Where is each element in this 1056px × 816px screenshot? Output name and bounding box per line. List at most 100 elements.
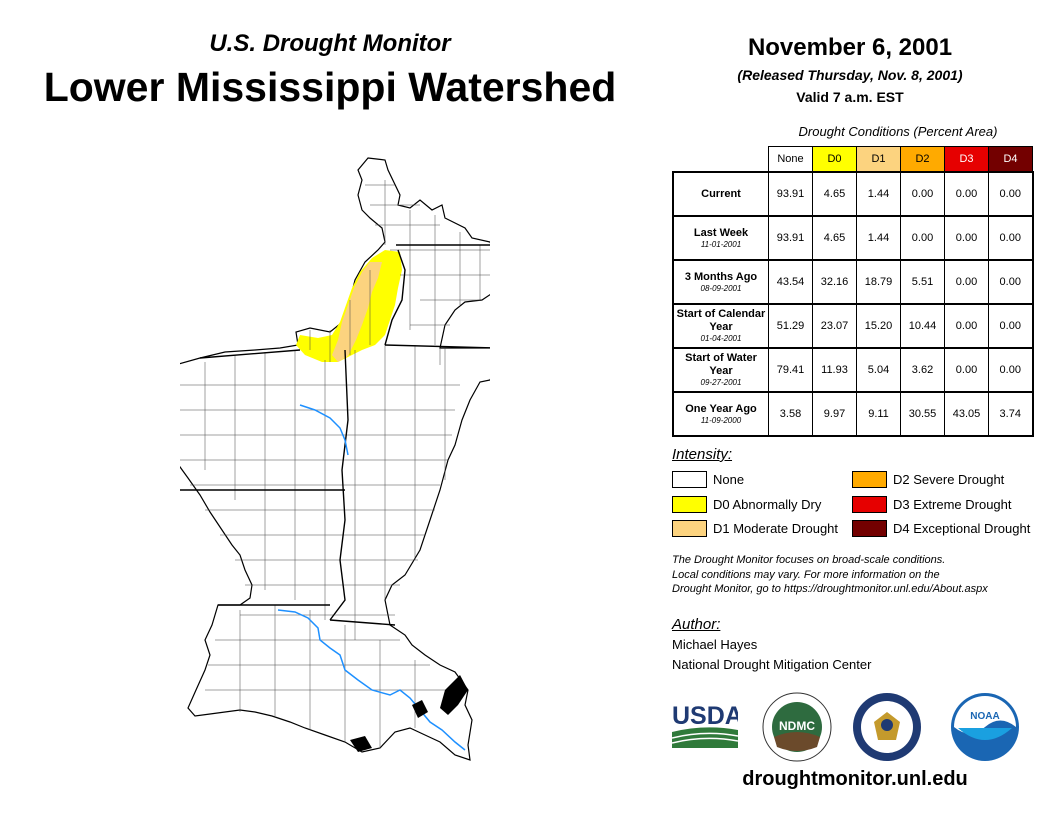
- map-title: Lower Mississippi Watershed: [43, 64, 617, 110]
- table-cell: 0.00: [944, 347, 989, 393]
- table-cell: 4.65: [812, 215, 857, 261]
- table-cell: 5.51: [900, 259, 945, 305]
- d1-area: [332, 262, 382, 362]
- table-cell: 3.74: [988, 391, 1033, 437]
- legend-label: D4 Exceptional Drought: [893, 521, 1031, 536]
- table-cell: 0.00: [944, 259, 989, 305]
- legend-label: None: [713, 472, 745, 487]
- table-cell: 1.44: [856, 171, 901, 217]
- noaa-logo: NOAA: [951, 693, 1019, 761]
- legend-item-d2: D2 Severe Drought: [852, 471, 1004, 488]
- row-label: Current: [672, 171, 769, 217]
- table-cell: 43.05: [944, 391, 989, 437]
- row-date: 11-01-2001: [700, 239, 742, 249]
- rivers: [277, 404, 466, 751]
- state-boundaries: [180, 244, 490, 626]
- ndmc-logo: NDMC: [762, 692, 832, 762]
- drought-conditions-table: None D0 D1 D2 D3 D4 Current 93.91 4.65 1.44…: [672, 146, 1034, 437]
- table-row: Start of Calendar Year 01-04-2001 51.29 23.…: [672, 303, 1033, 349]
- table-cell: 79.41: [768, 347, 813, 393]
- legend-swatch: [852, 496, 887, 513]
- table-row: One Year Ago 11-09-2000 3.58 9.97 9.11 30.55 4…: [672, 391, 1033, 437]
- map-subtitle: U.S. Drought Monitor: [209, 30, 451, 57]
- author-org: National Drought Mitigation Center: [672, 657, 872, 672]
- col-d2: D2: [900, 146, 945, 173]
- row-date: 09-27-2001: [700, 378, 742, 387]
- table-cell: 0.00: [988, 215, 1033, 261]
- legend-item-none: None: [672, 471, 744, 488]
- table-cell: 4.65: [812, 171, 857, 217]
- legend-swatch: [672, 520, 707, 537]
- note-line: Drought Monitor, go to https://droughtmo…: [672, 583, 988, 595]
- usda-logo-text: USDA: [672, 702, 738, 730]
- watershed-map: [180, 157, 490, 761]
- row-label-text: Start of Water Year: [685, 352, 757, 377]
- table-cell: 43.54: [768, 259, 813, 305]
- legend-swatch: [852, 471, 887, 488]
- row-label: Start of Calendar Year 01-04-2001: [672, 303, 769, 349]
- table-cell: 9.97: [812, 391, 857, 437]
- legend-swatch: [672, 471, 707, 488]
- legend-item-d4: D4 Exceptional Drought: [852, 520, 1030, 537]
- legend-label: D1 Moderate Drought: [713, 521, 839, 536]
- table-row: 3 Months Ago 08-09-2001 43.54 32.16 18.79 5.5…: [672, 259, 1033, 305]
- usda-logo: USDA: [672, 702, 738, 748]
- table-cell: 32.16: [812, 259, 857, 305]
- table-row: Start of Water Year 09-27-2001 79.41 11.93 5…: [672, 347, 1033, 393]
- table-cell: 10.44: [900, 303, 945, 349]
- disclaimer-note: The Drought Monitor focuses on broad-sca…: [672, 553, 1052, 597]
- row-label-text: Current: [701, 187, 741, 200]
- table-cell: 0.00: [988, 303, 1033, 349]
- table-cell: 15.20: [856, 303, 901, 349]
- col-none: None: [768, 146, 813, 173]
- table-cell: 0.00: [944, 215, 989, 261]
- website-link[interactable]: droughtmonitor.unl.edu: [742, 768, 968, 790]
- table-row: Last Week 11-01-2001 93.91 4.65 1.44 0.00 0.00…: [672, 215, 1033, 261]
- row-date: 08-09-2001: [700, 283, 742, 293]
- valid-time: Valid 7 a.m. EST: [796, 89, 904, 105]
- author-label: Author:: [672, 616, 721, 633]
- row-label-text: One Year Ago: [685, 402, 757, 415]
- table-cell: 0.00: [988, 171, 1033, 217]
- col-d1: D1: [856, 146, 901, 173]
- table-cell: 30.55: [900, 391, 945, 437]
- table-cell: 1.44: [856, 215, 901, 261]
- county-lines: [180, 180, 490, 748]
- legend-label: D2 Severe Drought: [893, 472, 1005, 487]
- legend-item-d3: D3 Extreme Drought: [852, 496, 1012, 513]
- table-cell: 93.91: [768, 171, 813, 217]
- legend-swatch: [852, 520, 887, 537]
- table-cell: 9.11: [856, 391, 901, 437]
- legend-title: Intensity:: [672, 446, 733, 463]
- release-date: (Released Thursday, Nov. 8, 2001): [737, 67, 963, 83]
- ndmc-logo-text: NDMC: [779, 719, 815, 733]
- legend-swatch: [672, 496, 707, 513]
- row-label: 3 Months Ago 08-09-2001: [672, 259, 769, 305]
- row-label: Start of Water Year 09-27-2001: [672, 347, 769, 393]
- table-caption: Drought Conditions (Percent Area): [798, 124, 998, 139]
- col-d3: D3: [944, 146, 989, 173]
- row-date: 11-09-2000: [700, 415, 742, 425]
- legend-label: D3 Extreme Drought: [893, 497, 1012, 512]
- table-cell: 23.07: [812, 303, 857, 349]
- table-cell: 0.00: [900, 171, 945, 217]
- col-d0: D0: [812, 146, 857, 173]
- table-cell: 93.91: [768, 215, 813, 261]
- table-cell: 18.79: [856, 259, 901, 305]
- table-header-row: None D0 D1 D2 D3 D4: [673, 146, 1033, 173]
- header-blank-cell: [673, 147, 769, 173]
- note-line: The Drought Monitor focuses on broad-sca…: [672, 554, 946, 566]
- table-cell: 0.00: [944, 171, 989, 217]
- noaa-logo-text: NOAA: [970, 711, 999, 722]
- commerce-logo: [853, 693, 921, 761]
- row-label: Last Week 11-01-2001: [672, 215, 769, 261]
- table-cell: 0.00: [900, 215, 945, 261]
- author-name: Michael Hayes: [672, 637, 758, 652]
- table-cell: 11.93: [812, 347, 857, 393]
- table-cell: 0.00: [988, 347, 1033, 393]
- row-label-text: Last Week: [693, 226, 749, 239]
- table-row: Current 93.91 4.65 1.44 0.00 0.00 0.00: [672, 171, 1033, 217]
- row-label-text: Start of Calendar Year: [676, 308, 766, 333]
- table-cell: 0.00: [944, 303, 989, 349]
- table-cell: 3.58: [768, 391, 813, 437]
